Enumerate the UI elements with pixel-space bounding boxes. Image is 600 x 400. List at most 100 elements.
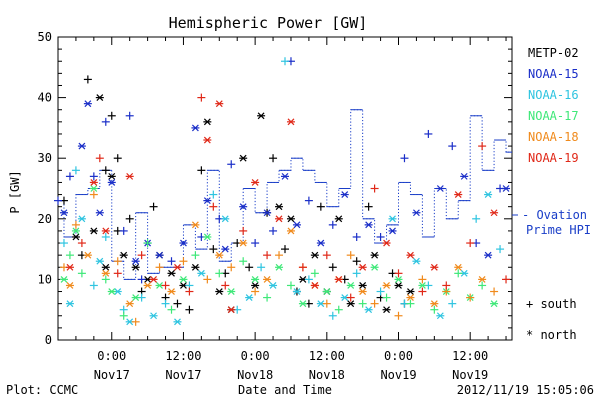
x-tick-date-label: Nov18 [309, 368, 345, 382]
marker-stroke [412, 257, 420, 265]
marker-stroke [299, 300, 307, 308]
marker-stroke [251, 282, 259, 289]
plot-frame [57, 36, 513, 341]
north-marker [388, 227, 397, 235]
north-marker [173, 263, 182, 271]
south-marker [197, 93, 206, 102]
marker-stroke [150, 275, 158, 283]
x-tick-time-label: 0:00 [97, 349, 126, 363]
south-marker [328, 220, 337, 229]
north-marker [412, 257, 421, 265]
north-marker [77, 215, 86, 223]
marker-stroke [293, 288, 301, 295]
marker-stroke [281, 172, 289, 180]
north-marker [227, 306, 236, 314]
north-marker [310, 282, 319, 289]
marker-stroke [197, 269, 205, 277]
north-marker [245, 294, 254, 302]
chart-title: Hemispheric Power [GW] [169, 14, 368, 32]
legend-ovation-line1: - Ovation [522, 208, 587, 222]
north-marker [454, 191, 463, 198]
north-marker [490, 300, 499, 308]
south-marker [490, 287, 499, 296]
marker-stroke [90, 179, 98, 186]
north-marker [215, 251, 224, 259]
south-marker [454, 269, 463, 278]
legend-ovation-line2: Prime HPI [526, 223, 591, 237]
south-marker [424, 129, 433, 138]
north-marker [263, 209, 272, 217]
marker-stroke [389, 227, 396, 235]
marker-stroke [383, 239, 390, 247]
marker-stroke [102, 263, 110, 271]
north-marker [275, 203, 284, 211]
y-axis-label: P [GW] [8, 170, 22, 213]
legend-ovation-label: - Ovation Prime HPI [522, 208, 591, 237]
north-marker [251, 179, 260, 186]
marker-stroke [132, 294, 140, 302]
north-marker [191, 263, 200, 271]
north-marker [179, 239, 188, 247]
south-marker [394, 311, 403, 320]
legend-series-label: NOAA-18 [528, 130, 579, 144]
south-marker [167, 305, 176, 314]
north-marker [107, 172, 116, 180]
north-marker [119, 251, 128, 259]
north-marker [59, 209, 68, 217]
south-marker [310, 269, 319, 278]
y-tick-label: 10 [38, 272, 52, 286]
marker-stroke [275, 203, 283, 211]
north-marker [221, 245, 230, 253]
marker-stroke [359, 288, 367, 295]
marker-stroke [90, 227, 98, 235]
marker-stroke [454, 191, 462, 198]
north-marker [394, 275, 403, 283]
north-marker [286, 118, 295, 126]
marker-stroke [72, 227, 80, 235]
north-marker [101, 269, 110, 277]
marker-stroke [287, 215, 295, 223]
marker-stroke [365, 306, 373, 314]
south-marker [382, 293, 391, 302]
north-marker [382, 282, 391, 289]
north-marker [502, 185, 511, 192]
marker-stroke [227, 306, 235, 314]
south-marker [466, 293, 475, 302]
marker-stroke [430, 263, 438, 271]
marker-stroke [293, 221, 301, 229]
south-marker [269, 154, 278, 163]
north-marker [131, 263, 140, 271]
marker-stroke [221, 245, 229, 253]
y-tick-label: 20 [38, 212, 52, 226]
south-marker [101, 166, 110, 175]
north-marker [197, 269, 206, 277]
north-marker [215, 100, 224, 108]
north-marker [460, 172, 469, 180]
north-marker [179, 275, 188, 283]
marker-stroke [96, 209, 104, 217]
marker-stroke [120, 251, 128, 259]
south-marker [263, 251, 272, 260]
south-marker [185, 305, 194, 314]
south-marker [376, 287, 385, 296]
north-marker [239, 203, 248, 211]
x-tick-date-label: Nov17 [94, 368, 130, 382]
north-marker [173, 318, 182, 326]
y-tick-label: 40 [38, 91, 52, 105]
marker-stroke [347, 282, 355, 289]
south-marker [137, 275, 146, 284]
north-marker [203, 136, 212, 144]
north-marker [394, 282, 403, 289]
south-marker [370, 299, 379, 308]
x-tick-time-label: 12:00 [165, 349, 201, 363]
x-tick-time-label: 12:00 [309, 349, 345, 363]
north-marker [239, 154, 248, 162]
north-marker [286, 227, 295, 235]
marker-stroke [359, 282, 367, 289]
marker-stroke [227, 288, 235, 295]
marker-stroke [144, 282, 152, 289]
marker-stroke [389, 215, 396, 223]
north-marker [59, 275, 68, 283]
marker-stroke [365, 221, 373, 229]
